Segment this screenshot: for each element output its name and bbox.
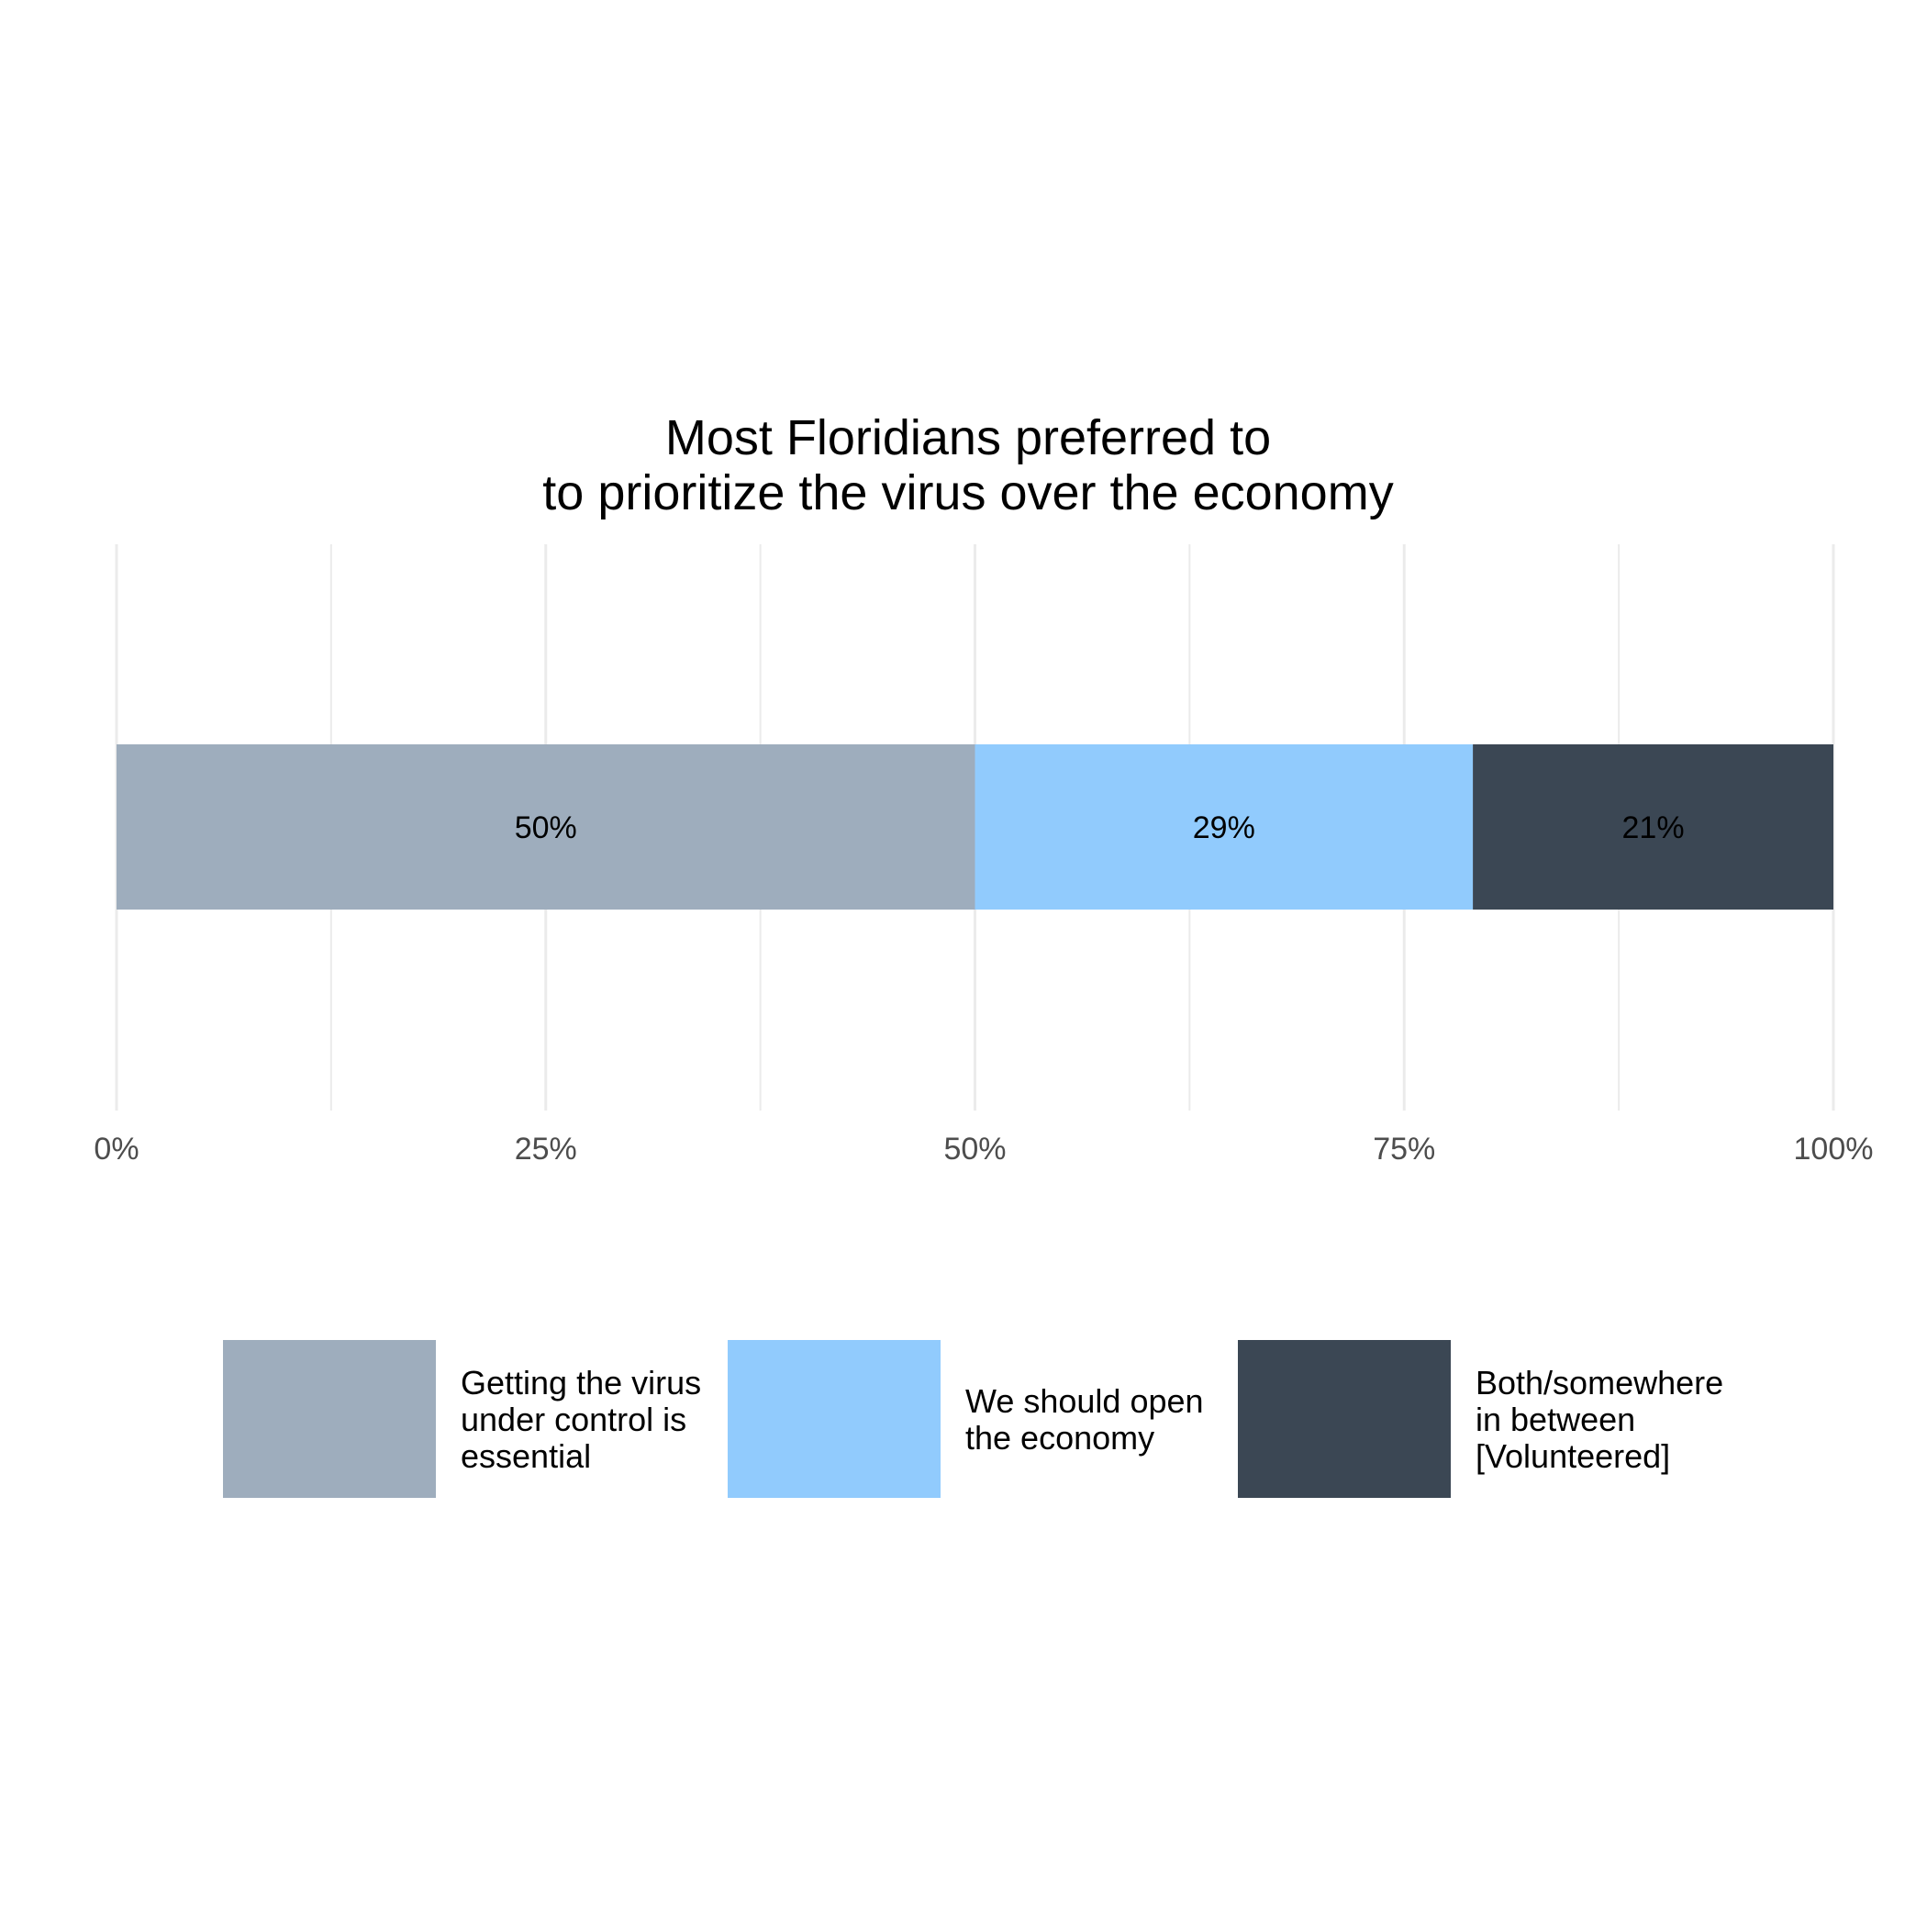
- x-axis-tick-label: 0%: [94, 1132, 139, 1167]
- legend-key: [728, 1340, 941, 1498]
- legend-key: [223, 1340, 436, 1498]
- legend-label-line: We should open: [965, 1382, 1204, 1420]
- legend-label-line: essential: [461, 1437, 591, 1475]
- bar-segment: [117, 744, 975, 910]
- legend-label-line: Both/somewhere: [1476, 1364, 1723, 1402]
- x-axis-tick-label: 100%: [1794, 1132, 1874, 1167]
- chart-title-line: Most Floridians preferred to: [665, 410, 1271, 465]
- x-axis-tick-label: 25%: [515, 1132, 577, 1167]
- x-axis-tick-label: 50%: [943, 1132, 1006, 1167]
- bar-value-label: 50%: [515, 810, 577, 845]
- bar-segment: [1473, 744, 1833, 910]
- legend-label-line: in between: [1476, 1401, 1635, 1438]
- legend-label-line: under control is: [461, 1401, 686, 1438]
- legend-key: [1238, 1340, 1451, 1498]
- bar-segment: [975, 744, 1474, 910]
- bar-value-label: 21%: [1622, 810, 1685, 845]
- legend-label-line: Getting the virus: [461, 1364, 701, 1402]
- x-axis-tick-label: 75%: [1373, 1132, 1435, 1167]
- bar-value-label: 29%: [1193, 810, 1255, 845]
- chart-title-line: to prioritize the virus over the economy: [542, 465, 1393, 520]
- x-axis: 0% 25% 50% 75% 100%: [94, 1132, 1873, 1167]
- bar-segments: 50% 29% 21%: [117, 744, 1833, 910]
- legend-label-line: [Volunteered]: [1476, 1437, 1670, 1475]
- legend-label-line: the economy: [965, 1419, 1154, 1457]
